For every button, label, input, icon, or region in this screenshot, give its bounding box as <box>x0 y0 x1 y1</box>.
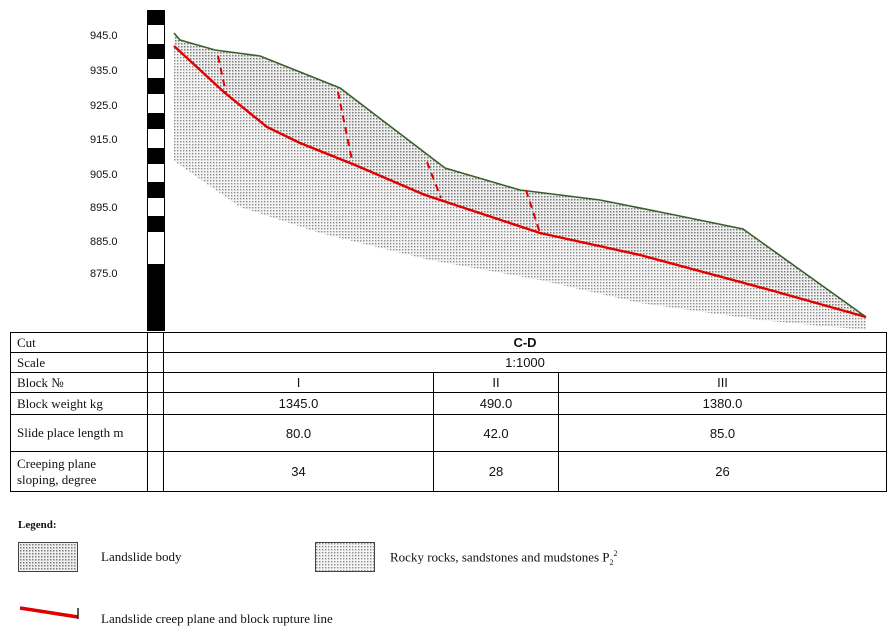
legend-title: Legend: <box>18 519 57 531</box>
row-label-slide-length: Slide place length m <box>10 414 148 452</box>
rupture-line <box>525 189 541 234</box>
scale-value: 1:1000 <box>162 352 888 373</box>
legend-creep-line-label: Landslide creep plane and block rupture … <box>101 611 333 626</box>
creeping-plane-label-line2: sloping, degree <box>17 471 97 487</box>
geological-profile <box>173 32 867 330</box>
table-row: Creeping plane sloping, degree 34 28 26 <box>10 451 888 492</box>
elevation-label: 895.0 <box>90 202 118 214</box>
row-label-creeping-plane: Creeping plane sloping, degree <box>10 451 148 492</box>
scale-block <box>148 182 164 198</box>
table-row: Block № I II III <box>10 372 888 393</box>
ground-surface-line <box>173 32 867 318</box>
elevation-label: 935.0 <box>90 65 118 77</box>
table-row: Block weight kg 1345.0 490.0 1380.0 <box>10 392 888 415</box>
creep-plane-line <box>173 45 867 319</box>
table-row: Slide place length m 80.0 42.0 85.0 <box>10 414 888 452</box>
creeping-plane-label-line1: Creeping plane <box>17 455 97 471</box>
landslide-body-swatch <box>18 542 78 572</box>
scale-block <box>148 113 164 129</box>
row-label-cut: Cut <box>10 332 148 353</box>
legend-bedrock-superscript: 2 <box>613 549 618 558</box>
slide-length-iii: 85.0 <box>557 414 888 452</box>
elevation-label: 915.0 <box>90 134 118 146</box>
block-no-iii: III <box>557 372 888 393</box>
elevation-label: 875.0 <box>90 268 118 280</box>
vertical-scale-bar <box>147 10 165 331</box>
scale-block <box>148 148 164 164</box>
block-weight-ii: 490.0 <box>433 392 559 415</box>
elevation-label: 905.0 <box>90 169 118 181</box>
rupture-line <box>426 161 442 199</box>
creeping-plane-ii: 28 <box>433 451 559 492</box>
table-row: Scale 1:1000 <box>10 352 888 373</box>
elevation-label: 885.0 <box>90 236 118 248</box>
creeping-plane-i: 34 <box>163 451 434 492</box>
block-weight-i: 1345.0 <box>163 392 434 415</box>
creep-line-swatch <box>19 606 79 619</box>
legend-bedrock-text: Rocky rocks, sandstones and mudstones P <box>390 549 610 565</box>
block-weight-iii: 1380.0 <box>557 392 888 415</box>
cut-value: C-D <box>162 332 888 353</box>
scale-block <box>148 78 164 94</box>
elevation-label: 925.0 <box>90 100 118 112</box>
slide-length-i: 80.0 <box>163 414 434 452</box>
row-label-block-no: Block № <box>10 372 148 393</box>
legend-bedrock-label: Rocky rocks, sandstones and mudstones P2… <box>390 549 618 567</box>
table-row: Cut C-D <box>10 332 888 353</box>
bedrock-swatch <box>315 542 375 572</box>
rupture-line <box>337 91 354 166</box>
scale-block <box>148 44 164 59</box>
scale-block <box>148 10 164 25</box>
landslide-body-area <box>174 33 866 317</box>
legend-bedrock-subscript: 2 <box>609 557 614 567</box>
scale-block <box>148 216 164 232</box>
slide-length-ii: 42.0 <box>433 414 559 452</box>
block-no-ii: II <box>433 372 559 393</box>
row-label-block-weight: Block weight kg <box>10 392 148 415</box>
elevation-label: 945.0 <box>90 30 118 42</box>
rupture-line <box>217 55 227 94</box>
block-no-i: I <box>163 372 434 393</box>
legend-landslide-body-label: Landslide body <box>101 549 182 564</box>
scale-block <box>148 264 164 331</box>
bedrock-area <box>174 46 866 330</box>
row-label-scale: Scale <box>10 352 148 373</box>
profile-data-table: Cut C-D Scale 1:1000 Block № I II III Bl… <box>10 332 888 492</box>
creeping-plane-iii: 26 <box>557 451 888 492</box>
